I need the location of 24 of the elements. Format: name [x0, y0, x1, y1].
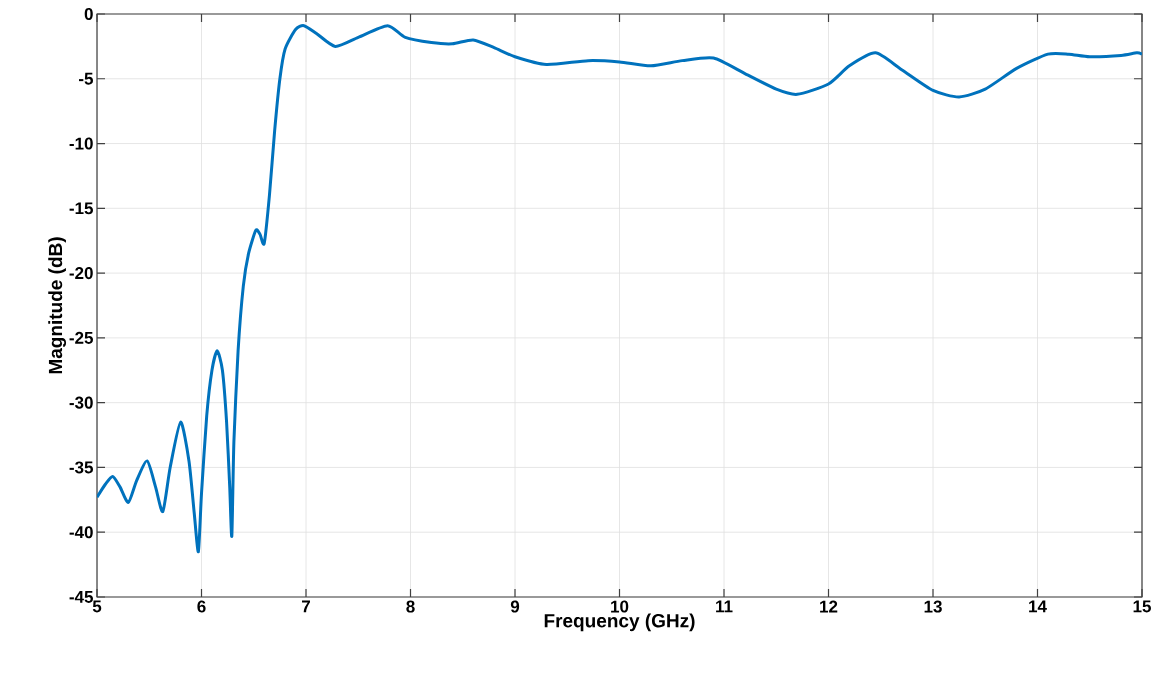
x-tick-label: 12	[820, 600, 838, 613]
y-tick-label: 0	[84, 7, 93, 21]
y-tick-label: -20	[69, 267, 93, 280]
x-tick-label: 8	[406, 600, 415, 613]
x-axis-title: Frequency (GHz)	[544, 613, 695, 632]
y-tick-label: -30	[69, 396, 93, 409]
y-tick-label: -10	[69, 137, 93, 150]
y-tick-label: -40	[69, 526, 93, 539]
x-tick-label: 13	[924, 600, 942, 613]
y-tick-label: -35	[69, 461, 94, 474]
y-tick-label: -5	[79, 72, 94, 85]
y-tick-label: -45	[69, 591, 94, 603]
y-tick-label: -25	[69, 331, 94, 344]
x-tick-label: 10	[611, 600, 629, 613]
x-tick-label: 15	[1133, 600, 1151, 613]
x-tick-label: 5	[92, 600, 102, 613]
y-tick-label: -15	[69, 202, 94, 215]
x-tick-label: 7	[302, 600, 310, 613]
x-tick-label: 11	[716, 600, 733, 613]
line-series	[97, 24, 1142, 554]
x-tick-label: 6	[197, 600, 206, 613]
x-tick-label: 14	[1029, 600, 1047, 613]
y-axis-title: Magnitude (dB)	[48, 237, 67, 374]
x-tick-label: 9	[510, 600, 520, 613]
